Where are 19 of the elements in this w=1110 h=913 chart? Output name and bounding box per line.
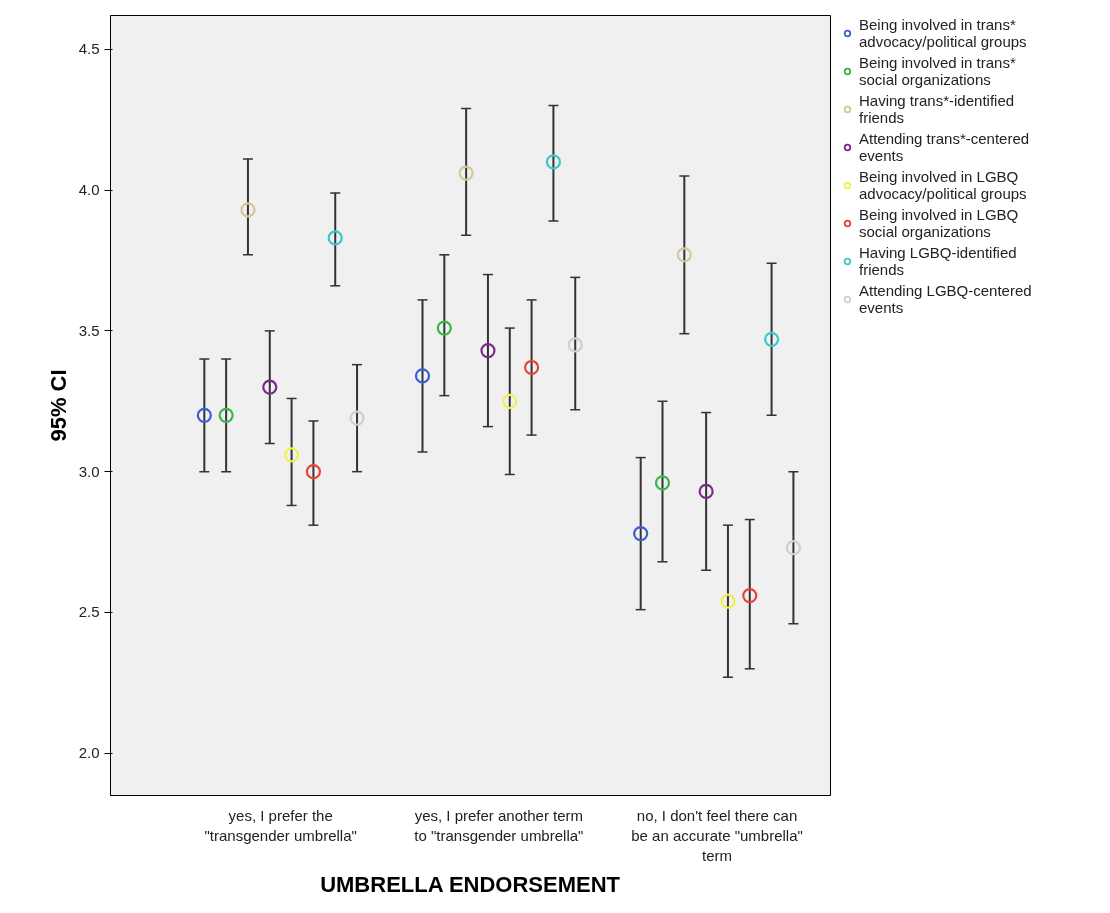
- legend-label: Having LGBQ-identified friends: [859, 243, 1017, 279]
- legend-label: Attending trans*-centered events: [859, 129, 1030, 165]
- y-tick-label: 3.0: [78, 462, 100, 480]
- legend-label: Being involved in trans* social organizations: [859, 53, 1016, 89]
- y-tick-label: 2.5: [78, 603, 100, 621]
- y-tick-label: 4.5: [78, 40, 100, 58]
- legend-label: Attending LGBQ-centered events: [859, 281, 1032, 317]
- x-tick-label: yes, I prefer another term to "transgender umbrella": [414, 806, 584, 844]
- legend-label: Being involved in LGBQ advocacy/political groups: [859, 167, 1027, 203]
- legend-label: Being involved in trans* advocacy/political groups: [859, 15, 1027, 51]
- y-tick-label: 4.0: [78, 181, 100, 199]
- legend-label: Being involved in LGBQ social organizations: [859, 205, 1019, 241]
- y-tick-label: 3.5: [78, 321, 100, 339]
- y-axis-title: 95% CI: [45, 369, 71, 442]
- x-axis-title: UMBRELLA ENDORSEMENT: [320, 872, 621, 898]
- x-tick-label: yes, I prefer the "transgender umbrella": [204, 806, 357, 844]
- legend-label: Having trans*-identified friends: [859, 91, 1015, 127]
- y-tick-label: 2.0: [78, 744, 100, 762]
- x-tick-label: no, I don't feel there can be an accurate "umbrella" term: [631, 806, 803, 865]
